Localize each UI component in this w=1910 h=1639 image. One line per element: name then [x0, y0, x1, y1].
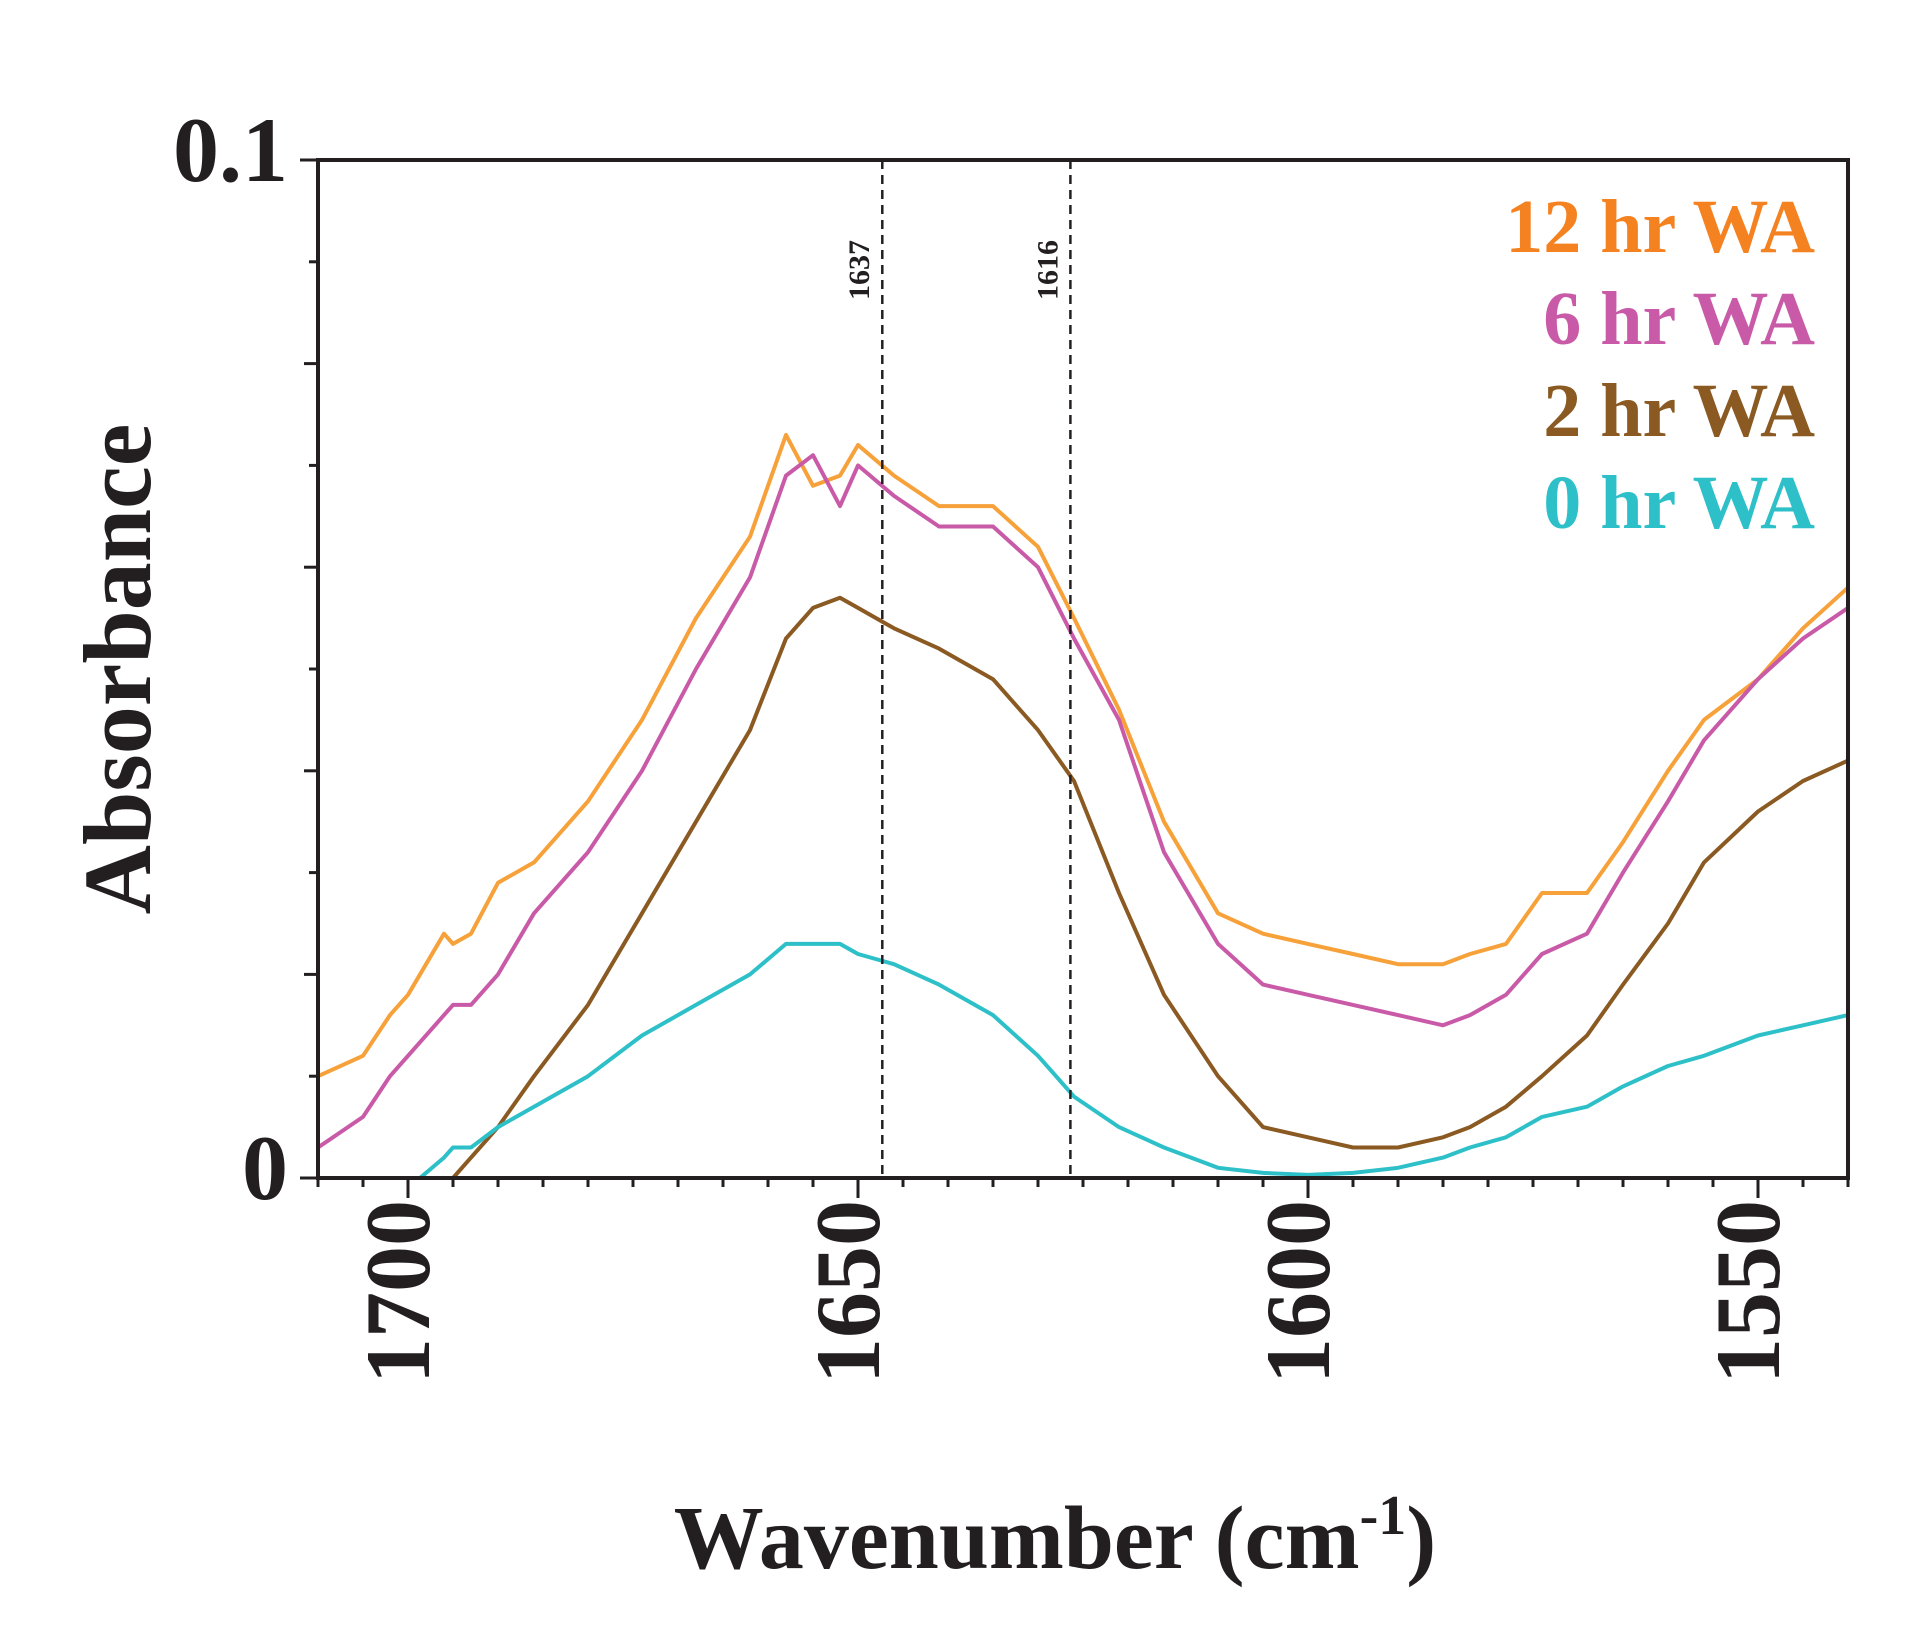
series-layer [318, 432, 1848, 1178]
annotation-label-1616: 1616 [1031, 240, 1064, 300]
legend-entry-0hr: 0 hr WA [1543, 461, 1815, 545]
tick-layer [300, 158, 1850, 1198]
annotation-label-1637: 1637 [843, 240, 876, 300]
y-tick-label: 0 [242, 1117, 288, 1219]
series-line-0hr [416, 941, 1848, 1178]
x-tick-label: 1600 [1247, 1200, 1349, 1384]
x-axis-label-main: Wavenumber (cm [674, 1489, 1360, 1588]
x-tick-label: 1550 [1697, 1200, 1799, 1384]
x-tick-label: 1700 [347, 1200, 449, 1384]
x-axis-label: Wavenumber (cm-1) [674, 1485, 1436, 1588]
series-line-2hr [450, 595, 1848, 1178]
y-axis-label: Absorbance [64, 424, 171, 915]
annotation-layer: 1637 1616 [843, 160, 1072, 1178]
series-line-12hr [318, 432, 1848, 1079]
series-line-6hr [318, 453, 1848, 1150]
x-tick-label: 1650 [797, 1200, 899, 1384]
y-tick-label: 0.1 [173, 99, 288, 201]
legend: 12 hr WA6 hr WA2 hr WA0 hr WA [1505, 185, 1815, 545]
tick-label-layer: 0 0.1 1700 1650 1600 1550 [173, 99, 1799, 1384]
x-axis-label-sup: -1 [1360, 1485, 1407, 1547]
legend-entry-2hr: 2 hr WA [1543, 369, 1815, 453]
legend-entry-12hr: 12 hr WA [1505, 185, 1815, 269]
x-axis-label-close: ) [1406, 1489, 1436, 1588]
legend-entry-6hr: 6 hr WA [1543, 277, 1815, 361]
